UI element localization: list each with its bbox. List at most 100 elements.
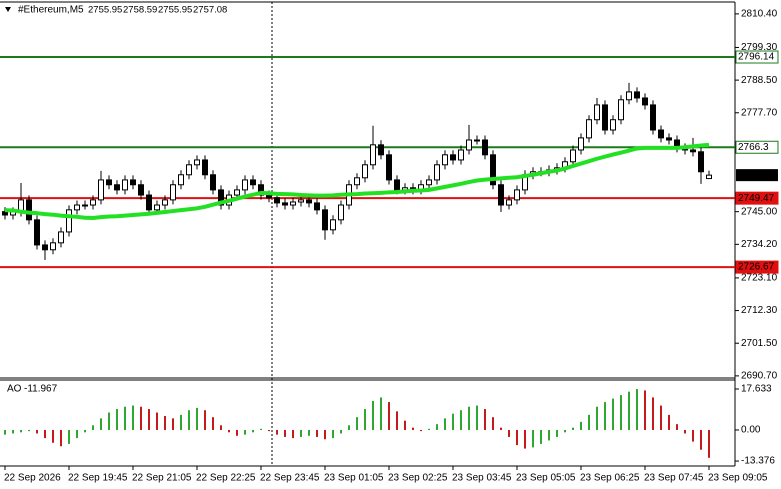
indicator-bar — [380, 397, 382, 430]
indicator-bar — [300, 429, 302, 437]
candle-body — [698, 151, 704, 173]
ohlc-close: 2757.08 — [193, 5, 227, 16]
candle-body — [602, 104, 608, 131]
candle-body — [74, 204, 80, 211]
x-tick-label: 22 Sep 23:45 — [260, 473, 320, 484]
x-tick-label: 22 Sep 22:25 — [196, 473, 256, 484]
indicator-tick-label: -13.376 — [741, 456, 775, 467]
indicator-bar — [284, 429, 286, 437]
level-label-box — [735, 50, 779, 64]
candle-body — [474, 139, 480, 142]
candle-body — [666, 137, 672, 141]
indicator-bar — [116, 409, 118, 430]
candle-body — [266, 194, 272, 199]
indicator-bar — [540, 429, 542, 444]
collapse-icon — [5, 7, 11, 12]
indicator-bar — [92, 425, 94, 430]
candle-body — [650, 104, 656, 131]
candle-body — [282, 202, 288, 206]
chart-title: #Ethereum,M5 — [18, 5, 84, 16]
candle-body — [186, 164, 192, 176]
indicator-bar — [700, 429, 702, 450]
y-tick-label: 2734.20 — [741, 239, 778, 250]
ohlc-low: 2755.95 — [158, 5, 192, 16]
candle-body — [122, 179, 128, 191]
y-tick-label: 2745.00 — [741, 206, 778, 217]
indicator-bar — [340, 429, 342, 434]
candle-body — [394, 179, 400, 191]
indicator-bar — [388, 402, 390, 430]
indicator-bar — [364, 409, 366, 430]
indicator-bar — [532, 429, 534, 448]
candle-body — [450, 154, 456, 161]
candle-body — [210, 174, 216, 191]
indicator-bar — [124, 406, 126, 430]
indicator-bar — [580, 421, 582, 430]
x-tick-label: 22 Sep 21:05 — [132, 473, 192, 484]
candle-body — [594, 104, 600, 121]
indicator-bar — [396, 411, 398, 430]
indicator-bar — [324, 429, 326, 440]
candle-body — [274, 197, 280, 204]
candle-body — [442, 154, 448, 166]
candle-body — [642, 97, 648, 106]
indicator-bar — [484, 409, 486, 430]
y-tick-label: 2777.70 — [741, 107, 778, 118]
y-tick-label: 2712.30 — [741, 305, 778, 316]
candle-body — [234, 189, 240, 196]
indicator-bar — [444, 418, 446, 430]
level-label: 2749.47 — [738, 193, 775, 204]
indicator-bar — [468, 406, 470, 430]
candle-body — [426, 179, 432, 186]
indicator-bar — [12, 429, 14, 434]
candle-body — [626, 91, 632, 101]
indicator-bar — [164, 416, 166, 430]
indicator-bar — [84, 429, 86, 433]
candle-body — [330, 219, 336, 231]
candle-body — [242, 179, 248, 191]
indicator-bar — [44, 429, 46, 439]
candle-body — [498, 184, 504, 206]
indicator-bar — [76, 429, 78, 439]
candle-body — [370, 144, 376, 166]
indicator-bar — [692, 429, 694, 442]
candle-body — [114, 184, 120, 191]
candle-body — [434, 164, 440, 181]
ohlc-open: 2755.95 — [88, 5, 122, 16]
indicator-bar — [500, 427, 502, 430]
indicator-bar — [620, 395, 622, 430]
indicator-bar — [604, 402, 606, 430]
indicator-bar — [244, 429, 246, 435]
indicator-bar — [628, 391, 630, 430]
level-label-box — [735, 260, 779, 274]
candle-body — [178, 174, 184, 186]
x-tick-label: 23 Sep 02:25 — [388, 473, 448, 484]
indicator-bar — [52, 429, 54, 443]
indicator-bar — [676, 424, 678, 430]
indicator-bar — [548, 429, 550, 441]
indicator-bar — [148, 409, 150, 430]
candle-body — [290, 201, 296, 206]
level-label-box — [735, 140, 779, 154]
indicator-bar — [252, 429, 254, 433]
candle-body — [202, 159, 208, 176]
indicator-bar — [36, 429, 38, 434]
candle-body — [154, 204, 160, 211]
candle-body — [618, 99, 624, 121]
indicator-bar — [556, 429, 558, 437]
x-tick-label: 23 Sep 06:25 — [580, 473, 640, 484]
level-label: 2796.14 — [738, 52, 775, 63]
candle-body — [578, 137, 584, 151]
indicator-bar — [428, 428, 430, 430]
candle-body — [162, 199, 168, 206]
candle-body — [258, 184, 264, 196]
candle-body — [90, 199, 96, 206]
indicator-bar — [596, 406, 598, 430]
indicator-bar — [644, 390, 646, 430]
x-tick-label: 22 Sep 2026 — [4, 473, 61, 484]
candle-body — [362, 164, 368, 179]
current-price-label: 2757.08 — [738, 170, 775, 181]
indicator-bar — [156, 412, 158, 430]
